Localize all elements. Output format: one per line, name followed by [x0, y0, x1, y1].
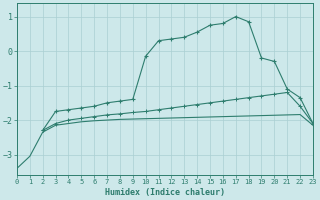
X-axis label: Humidex (Indice chaleur): Humidex (Indice chaleur) — [105, 188, 225, 197]
